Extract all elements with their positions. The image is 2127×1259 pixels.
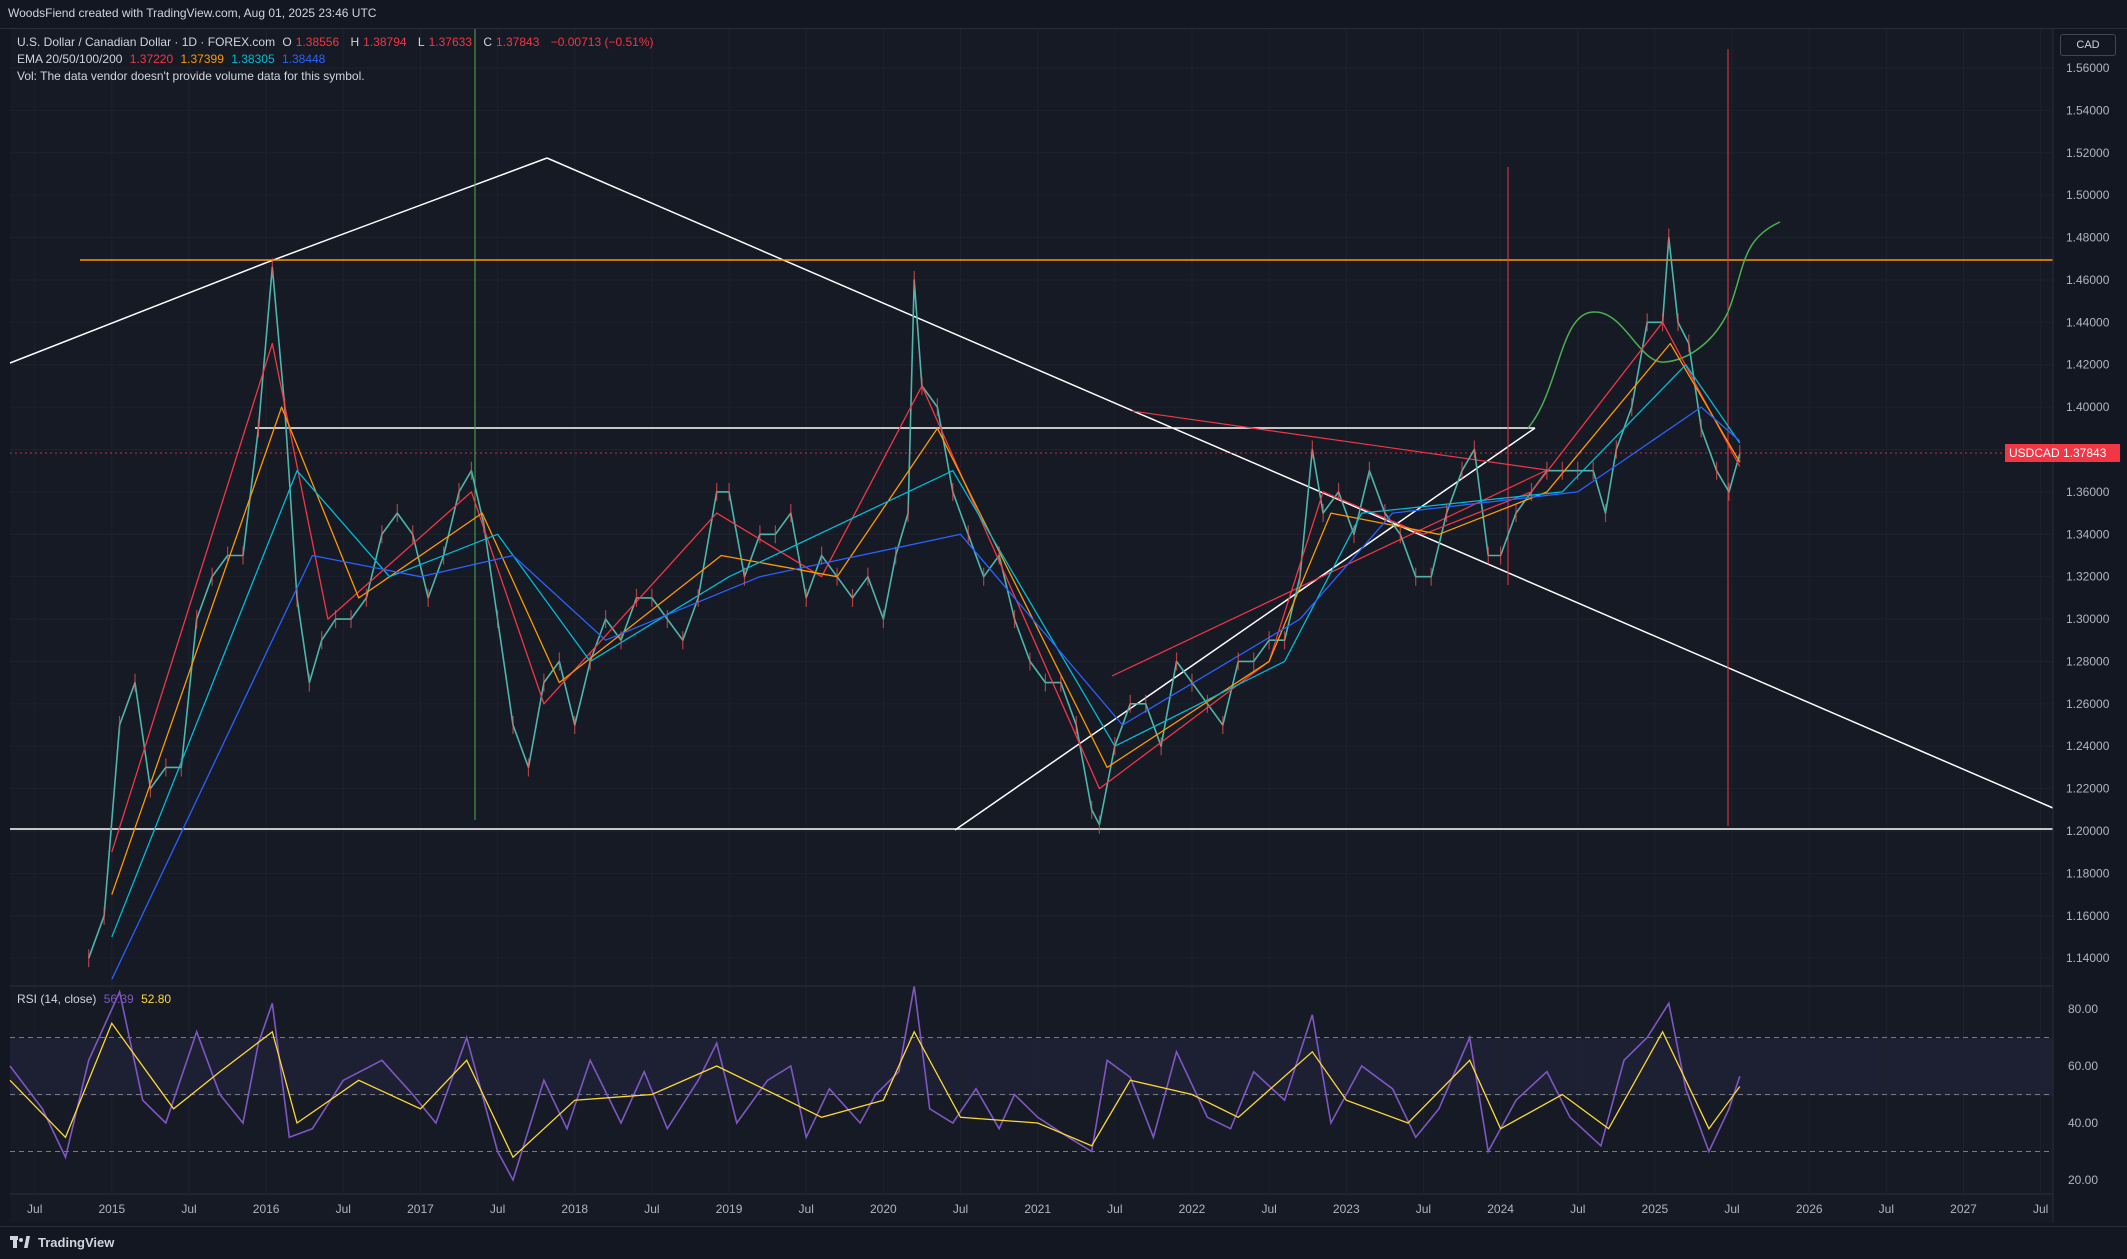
time-tick-label: 2023 <box>1333 1202 1360 1216</box>
time-tick-label: 2019 <box>716 1202 743 1216</box>
ema100-value: 1.38305 <box>231 52 275 66</box>
ema-label[interactable]: EMA 20/50/100/200 <box>17 52 123 66</box>
creator-line: WoodsFiend created with TradingView.com,… <box>8 6 377 20</box>
projection-path <box>1527 221 1781 429</box>
price-tick-label: 1.32000 <box>2066 570 2110 584</box>
time-tick-label: Jul <box>2033 1202 2048 1216</box>
rsi-ma-value: 52.80 <box>141 992 172 1006</box>
currency-button[interactable]: CAD <box>2060 34 2116 56</box>
trendline-rising-2 <box>267 157 548 263</box>
ema50-line <box>112 344 1740 895</box>
price-tick-label: 1.18000 <box>2066 866 2110 880</box>
price-tick-label: 1.14000 <box>2066 951 2110 965</box>
symbol-tag: USDCAD <box>2005 444 2064 462</box>
price-tick-label: 1.36000 <box>2066 485 2110 499</box>
last-price-tag: 1.37843 <box>2060 444 2120 462</box>
rsi-ma-line <box>9 1021 1741 1159</box>
time-tick-label: Jul <box>1107 1202 1122 1216</box>
ema-legend[interactable]: EMA 20/50/100/200 1.37220 1.37399 1.3830… <box>17 52 329 66</box>
price-tick-label: 1.28000 <box>2066 654 2110 668</box>
time-tick-label: 2018 <box>561 1202 588 1216</box>
time-tick-label: 2025 <box>1642 1202 1669 1216</box>
time-tick-label: Jul <box>799 1202 814 1216</box>
price-tick-label: 1.40000 <box>2066 400 2110 414</box>
close-value: 1.37843 <box>496 35 540 49</box>
tradingview-icon <box>10 1236 32 1249</box>
price-series <box>89 228 1740 980</box>
low-value: 1.37633 <box>428 35 472 49</box>
time-tick-label: Jul <box>490 1202 505 1216</box>
price-tick-label: 1.46000 <box>2066 273 2110 287</box>
rsi-line <box>9 986 1741 1183</box>
time-tick-label: 2027 <box>1950 1202 1977 1216</box>
price-tick-label: 1.44000 <box>2066 315 2110 329</box>
price-tick-label: 1.34000 <box>2066 527 2110 541</box>
time-tick-label: Jul <box>1261 1202 1276 1216</box>
time-tick-label: Jul <box>1416 1202 1431 1216</box>
time-tick-label: Jul <box>644 1202 659 1216</box>
price-tick-label: 1.54000 <box>2066 103 2110 117</box>
rsi-axis[interactable]: 20.00 40.00 60.00 80.00 <box>2068 1002 2098 1187</box>
price-tick-label: 1.30000 <box>2066 612 2110 626</box>
time-tick-label: 2015 <box>98 1202 125 1216</box>
price-tick-label: 1.20000 <box>2066 824 2110 838</box>
trendline-falling <box>546 157 2054 809</box>
volume-note: Vol: The data vendor doesn't provide vol… <box>17 69 365 83</box>
time-tick-label: 2026 <box>1796 1202 1823 1216</box>
ema20-value: 1.37220 <box>129 52 174 66</box>
price-tick-label: 1.24000 <box>2066 739 2110 753</box>
price-tick-label: 1.26000 <box>2066 697 2110 711</box>
time-tick-label: Jul <box>336 1202 351 1216</box>
price-tick-label: 1.22000 <box>2066 782 2110 796</box>
rsi-legend[interactable]: RSI (14, close) 56.39 52.80 <box>17 992 175 1006</box>
footer: TradingView <box>0 1226 2127 1259</box>
time-tick-label: Jul <box>1879 1202 1894 1216</box>
rsi-label[interactable]: RSI (14, close) <box>17 992 97 1006</box>
rsi-tick-label: 40.00 <box>2068 1116 2098 1130</box>
time-tick-label: Jul <box>1570 1202 1585 1216</box>
time-tick-label: Jul <box>27 1202 42 1216</box>
symbol-title[interactable]: U.S. Dollar / Canadian Dollar · 1D · FOR… <box>17 35 276 49</box>
time-tick-label: Jul <box>181 1202 196 1216</box>
ema200-line <box>112 407 1740 979</box>
time-tick-label: 2016 <box>253 1202 280 1216</box>
price-tick-label: 1.50000 <box>2066 188 2110 202</box>
tradingview-logo[interactable]: TradingView <box>10 1235 114 1250</box>
rsi-tick-label: 20.00 <box>2068 1173 2098 1187</box>
rsi-value: 56.39 <box>103 992 134 1006</box>
time-tick-label: 2017 <box>407 1202 434 1216</box>
time-tick-label: 2024 <box>1487 1202 1514 1216</box>
price-tick-label: 1.52000 <box>2066 146 2110 160</box>
time-tick-label: 2021 <box>1024 1202 1051 1216</box>
ema50-value: 1.37399 <box>180 52 224 66</box>
price-tick-label: 1.16000 <box>2066 909 2110 923</box>
rsi-tick-label: 80.00 <box>2068 1002 2098 1016</box>
ema200-value: 1.38448 <box>281 52 326 66</box>
top-bar: WoodsFiend created with TradingView.com,… <box>0 0 2127 29</box>
trendline-rising <box>9 261 269 364</box>
time-tick-label: 2020 <box>870 1202 897 1216</box>
rsi-series <box>9 986 2053 1183</box>
ema100-line <box>112 365 1740 937</box>
high-value: 1.38794 <box>363 35 407 49</box>
change-value: −0.00713 (−0.51%) <box>550 35 654 49</box>
price-axis[interactable]: 1.14000 1.16000 1.18000 1.20000 1.22000 1.240… <box>2066 61 2110 965</box>
open-value: 1.38556 <box>295 35 340 49</box>
time-axis[interactable]: Jul 2015 Jul 2016 Jul 2017 Jul 2018 Jul 2019 Jul 20… <box>27 1202 2048 1216</box>
price-tick-label: 1.42000 <box>2066 358 2110 372</box>
rsi-tick-label: 60.00 <box>2068 1059 2098 1073</box>
price-tick-label: 1.56000 <box>2066 61 2110 75</box>
time-tick-label: Jul <box>953 1202 968 1216</box>
drawings <box>9 0 2054 831</box>
brand-text: TradingView <box>38 1235 115 1250</box>
ascending-trendline <box>954 427 1536 831</box>
red-wedge-upper <box>1131 410 1548 471</box>
price-tick-label: 1.48000 <box>2066 231 2110 245</box>
time-tick-label: Jul <box>1724 1202 1739 1216</box>
time-tick-label: 2022 <box>1179 1202 1206 1216</box>
rsi-band <box>10 1038 2053 1096</box>
symbol-legend[interactable]: U.S. Dollar / Canadian Dollar · 1D · FOR… <box>17 35 654 49</box>
